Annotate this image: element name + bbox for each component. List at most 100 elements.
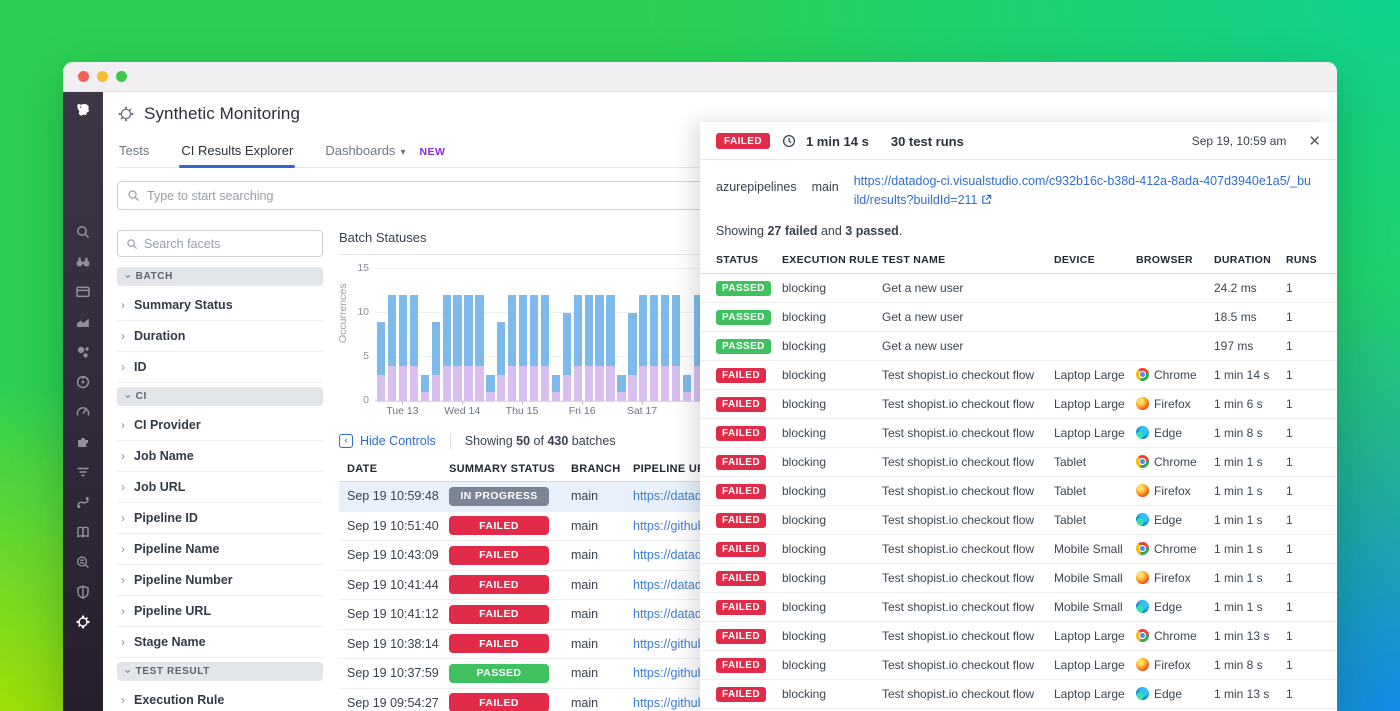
dashboards-icon[interactable] xyxy=(75,284,91,300)
watchdog-icon[interactable] xyxy=(75,254,91,270)
test-result-row[interactable]: FAILEDblockingTest shopist.io checkout f… xyxy=(700,448,1337,477)
pipelines-icon[interactable] xyxy=(75,464,91,480)
chart-bar[interactable] xyxy=(399,269,407,401)
chart-bar[interactable] xyxy=(443,269,451,401)
chart-bar[interactable] xyxy=(410,269,418,401)
chart-bar[interactable] xyxy=(530,269,538,401)
facet-search[interactable] xyxy=(117,230,323,257)
facet-item-id[interactable]: ›ID xyxy=(117,352,323,383)
facet-item-pipeline-name[interactable]: ›Pipeline Name xyxy=(117,534,323,565)
chart-bar[interactable] xyxy=(486,269,494,401)
facet-group-ci[interactable]: ›CI xyxy=(117,387,323,406)
chart-bar[interactable] xyxy=(377,269,385,401)
chart-bar[interactable] xyxy=(453,269,461,401)
notebooks-icon[interactable] xyxy=(75,524,91,540)
search-icon[interactable] xyxy=(75,224,91,240)
window-zoom-button[interactable] xyxy=(116,71,127,82)
test-result-row[interactable]: FAILEDblockingTest shopist.io checkout f… xyxy=(700,593,1337,622)
column-header-device[interactable]: DEVICE xyxy=(1054,254,1136,266)
integrations-icon[interactable] xyxy=(75,434,91,450)
chart-bar[interactable] xyxy=(421,269,429,401)
bar-segment-bottom xyxy=(683,392,691,401)
chart-bar[interactable] xyxy=(508,269,516,401)
chart-bar[interactable] xyxy=(639,269,647,401)
bar-segment-top xyxy=(574,295,582,365)
log-explorer-icon[interactable] xyxy=(75,554,91,570)
column-header-execution-rule[interactable]: EXECUTION RULE xyxy=(782,254,882,266)
window-close-button[interactable] xyxy=(78,71,89,82)
test-result-row[interactable]: FAILEDblockingTest shopist.io checkout f… xyxy=(700,564,1337,593)
chart-bar[interactable] xyxy=(574,269,582,401)
monitors-icon[interactable] xyxy=(75,374,91,390)
chart-bar[interactable] xyxy=(672,269,680,401)
facet-item-execution-rule[interactable]: ›Execution Rule xyxy=(117,685,323,711)
column-header-date[interactable]: DATE xyxy=(339,463,449,475)
column-header-summary-status[interactable]: SUMMARY STATUS xyxy=(449,463,571,475)
chart-bar[interactable] xyxy=(497,269,505,401)
test-result-row[interactable]: PASSEDblockingGet a new user197 ms1 xyxy=(700,332,1337,361)
tab-tests[interactable]: Tests xyxy=(117,137,151,167)
test-result-row[interactable]: FAILEDblockingTest shopist.io checkout f… xyxy=(700,419,1337,448)
facet-item-pipeline-id[interactable]: ›Pipeline ID xyxy=(117,503,323,534)
facet-item-summary-status[interactable]: ›Summary Status xyxy=(117,290,323,321)
chart-bar[interactable] xyxy=(606,269,614,401)
chart-y-tick-label: 5 xyxy=(349,350,369,362)
test-result-row[interactable]: FAILEDblockingTest shopist.io checkout f… xyxy=(700,535,1337,564)
facet-item-label: Job Name xyxy=(134,449,194,463)
column-header-test-name[interactable]: TEST NAME xyxy=(882,254,1054,266)
hide-controls-button[interactable]: ‹ Hide Controls xyxy=(339,434,436,448)
facet-item-pipeline-number[interactable]: ›Pipeline Number xyxy=(117,565,323,596)
facet-item-stage-name[interactable]: ›Stage Name xyxy=(117,627,323,658)
chart-bar[interactable] xyxy=(563,269,571,401)
test-result-row[interactable]: FAILEDblockingTest shopist.io checkout f… xyxy=(700,622,1337,651)
column-header-branch[interactable]: BRANCH xyxy=(571,463,633,475)
datadog-logo-icon[interactable] xyxy=(69,96,97,124)
facet-search-input[interactable] xyxy=(144,237,314,251)
test-result-row[interactable]: FAILEDblockingTest shopist.io checkout f… xyxy=(700,390,1337,419)
metrics-icon[interactable] xyxy=(75,314,91,330)
test-result-row[interactable]: PASSEDblockingGet a new user18.5 ms1 xyxy=(700,303,1337,332)
column-header-duration[interactable]: DURATION xyxy=(1214,254,1286,266)
column-header-status[interactable]: STATUS xyxy=(716,254,782,266)
facet-group-batch[interactable]: ›BATCH xyxy=(117,267,323,286)
synthetics-globe-icon[interactable] xyxy=(75,614,91,630)
chart-bar[interactable] xyxy=(432,269,440,401)
facet-item-ci-provider[interactable]: ›CI Provider xyxy=(117,410,323,441)
chart-bar[interactable] xyxy=(650,269,658,401)
tab-dashboards[interactable]: Dashboards▾ xyxy=(323,137,407,167)
column-header-runs[interactable]: RUNS xyxy=(1286,254,1316,266)
chart-bar[interactable] xyxy=(628,269,636,401)
facet-item-job-name[interactable]: ›Job Name xyxy=(117,441,323,472)
window-minimize-button[interactable] xyxy=(97,71,108,82)
chart-bar[interactable] xyxy=(519,269,527,401)
column-header-browser[interactable]: BROWSER xyxy=(1136,254,1214,266)
facet-item-job-url[interactable]: ›Job URL xyxy=(117,472,323,503)
facet-item-duration[interactable]: ›Duration xyxy=(117,321,323,352)
test-result-row[interactable]: FAILEDblockingTest shopist.io checkout f… xyxy=(700,680,1337,709)
chart-bar[interactable] xyxy=(464,269,472,401)
chart-bar[interactable] xyxy=(595,269,603,401)
apm-gauge-icon[interactable] xyxy=(75,404,91,420)
facet-item-pipeline-url[interactable]: ›Pipeline URL xyxy=(117,596,323,627)
tab-ci-results-explorer[interactable]: CI Results Explorer xyxy=(179,137,295,167)
chart-bar[interactable] xyxy=(552,269,560,401)
edge-icon xyxy=(1136,426,1149,439)
test-result-row[interactable]: FAILEDblockingTest shopist.io checkout f… xyxy=(700,477,1337,506)
test-result-row[interactable]: FAILEDblockingTest shopist.io checkout f… xyxy=(700,361,1337,390)
test-result-row[interactable]: PASSEDblockingGet a new user24.2 ms1 xyxy=(700,274,1337,303)
service-map-icon[interactable] xyxy=(75,494,91,510)
chart-bar[interactable] xyxy=(388,269,396,401)
facet-group-test-result[interactable]: ›TEST RESULT xyxy=(117,662,323,681)
close-icon[interactable]: ✕ xyxy=(1308,132,1321,150)
chart-bar[interactable] xyxy=(617,269,625,401)
chart-bar[interactable] xyxy=(541,269,549,401)
test-result-row[interactable]: FAILEDblockingTest shopist.io checkout f… xyxy=(700,651,1337,680)
test-result-row[interactable]: FAILEDblockingTest shopist.io checkout f… xyxy=(700,506,1337,535)
chart-bar[interactable] xyxy=(585,269,593,401)
chart-bar[interactable] xyxy=(475,269,483,401)
pipeline-link[interactable]: https://datadog-ci.visualstudio.com/c932… xyxy=(854,172,1314,212)
chart-bar[interactable] xyxy=(661,269,669,401)
security-icon[interactable] xyxy=(75,584,91,600)
chart-bar[interactable] xyxy=(683,269,691,401)
infrastructure-icon[interactable] xyxy=(75,344,91,360)
